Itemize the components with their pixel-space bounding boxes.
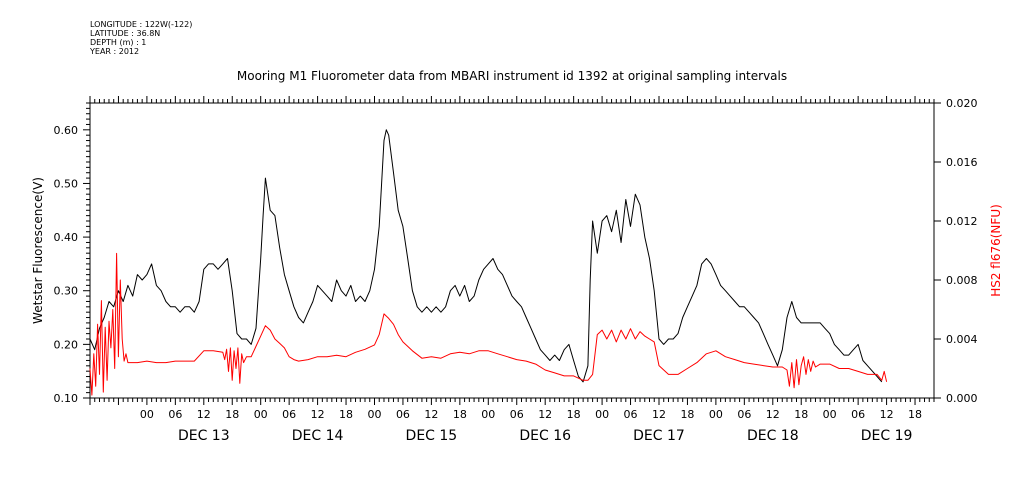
x-hour-tick-label: 18 — [225, 408, 239, 421]
chart-title: Mooring M1 Fluorometer data from MBARI i… — [237, 69, 787, 83]
x-hour-tick-label: 18 — [339, 408, 353, 421]
latitude-label: LATITUDE : 36.8N — [90, 29, 161, 38]
series-line-hs2-fl676 — [89, 252, 888, 396]
data-lines — [89, 129, 888, 396]
x-hour-tick-label: 06 — [396, 408, 410, 421]
x-day-label: DEC 15 — [406, 428, 458, 444]
x-hour-tick-label: 06 — [624, 408, 638, 421]
y-tick-label-left: 0.20 — [54, 338, 79, 351]
y-tick-label-left: 0.60 — [54, 124, 79, 137]
year-label: YEAR : 2012 — [90, 47, 140, 56]
x-hour-tick-label: 18 — [453, 408, 467, 421]
series-line-wetstar — [89, 129, 883, 383]
x-hour-tick-label: 00 — [823, 408, 837, 421]
x-day-label: DEC 13 — [178, 428, 230, 444]
x-hour-tick-label: 00 — [709, 408, 723, 421]
x-hour-tick-label: 12 — [311, 408, 325, 421]
y-tick-label-right: 0.008 — [946, 274, 978, 287]
x-hour-tick-label: 18 — [908, 408, 922, 421]
x-day-label: DEC 18 — [747, 428, 799, 444]
plot-frame — [89, 102, 935, 399]
y-axis-label-right: HS2 fl676(NFU) — [989, 204, 1003, 297]
x-hour-tick-label: 18 — [794, 408, 808, 421]
x-hour-tick-label: 12 — [424, 408, 438, 421]
y-tick-label-left: 0.30 — [54, 285, 79, 298]
x-day-label: DEC 16 — [519, 428, 571, 444]
x-hour-tick-label: 18 — [567, 408, 581, 421]
x-day-label: DEC 17 — [633, 428, 685, 444]
x-day-label: DEC 14 — [292, 428, 344, 444]
x-hour-tick-label: 06 — [510, 408, 524, 421]
x-day-label: DEC 19 — [861, 428, 913, 444]
x-hour-tick-label: 06 — [168, 408, 182, 421]
x-hour-tick-label: 12 — [880, 408, 894, 421]
y-tick-label-right: 0.004 — [946, 333, 978, 346]
axis-tick-labels: 00 06 12 18 00 06 12 18 00 06 12 18 00 06 12 18 00 06 12 18… — [54, 97, 978, 444]
tick-marks — [83, 96, 941, 405]
x-hour-tick-label: 00 — [595, 408, 609, 421]
x-hour-tick-label: 00 — [140, 408, 154, 421]
y-axis-label-left: Wetstar Fluorescence(V) — [31, 177, 45, 324]
y-tick-label-right: 0.016 — [946, 156, 978, 169]
x-hour-tick-label: 00 — [254, 408, 268, 421]
x-hour-tick-label: 00 — [481, 408, 495, 421]
x-hour-tick-label: 18 — [680, 408, 694, 421]
x-hour-tick-label: 12 — [538, 408, 552, 421]
y-tick-label-left: 0.10 — [54, 392, 79, 405]
x-hour-tick-label: 06 — [737, 408, 751, 421]
depth-label: DEPTH (m) : 1 — [90, 38, 147, 47]
x-hour-tick-label: 06 — [851, 408, 865, 421]
x-hour-tick-label: 06 — [282, 408, 296, 421]
y-tick-label-right: 0.012 — [946, 215, 978, 228]
y-tick-label-right: 0.020 — [946, 97, 978, 110]
y-tick-label-left: 0.40 — [54, 231, 79, 244]
metadata-block: LONGITUDE : 122W(-122) LATITUDE : 36.8N … — [90, 20, 192, 56]
y-tick-label-left: 0.50 — [54, 177, 79, 190]
x-hour-tick-label: 12 — [766, 408, 780, 421]
longitude-label: LONGITUDE : 122W(-122) — [90, 20, 193, 29]
x-hour-tick-label: 00 — [367, 408, 381, 421]
x-hour-tick-label: 12 — [652, 408, 666, 421]
x-hour-tick-label: 12 — [197, 408, 211, 421]
y-tick-label-right: 0.000 — [946, 392, 978, 405]
